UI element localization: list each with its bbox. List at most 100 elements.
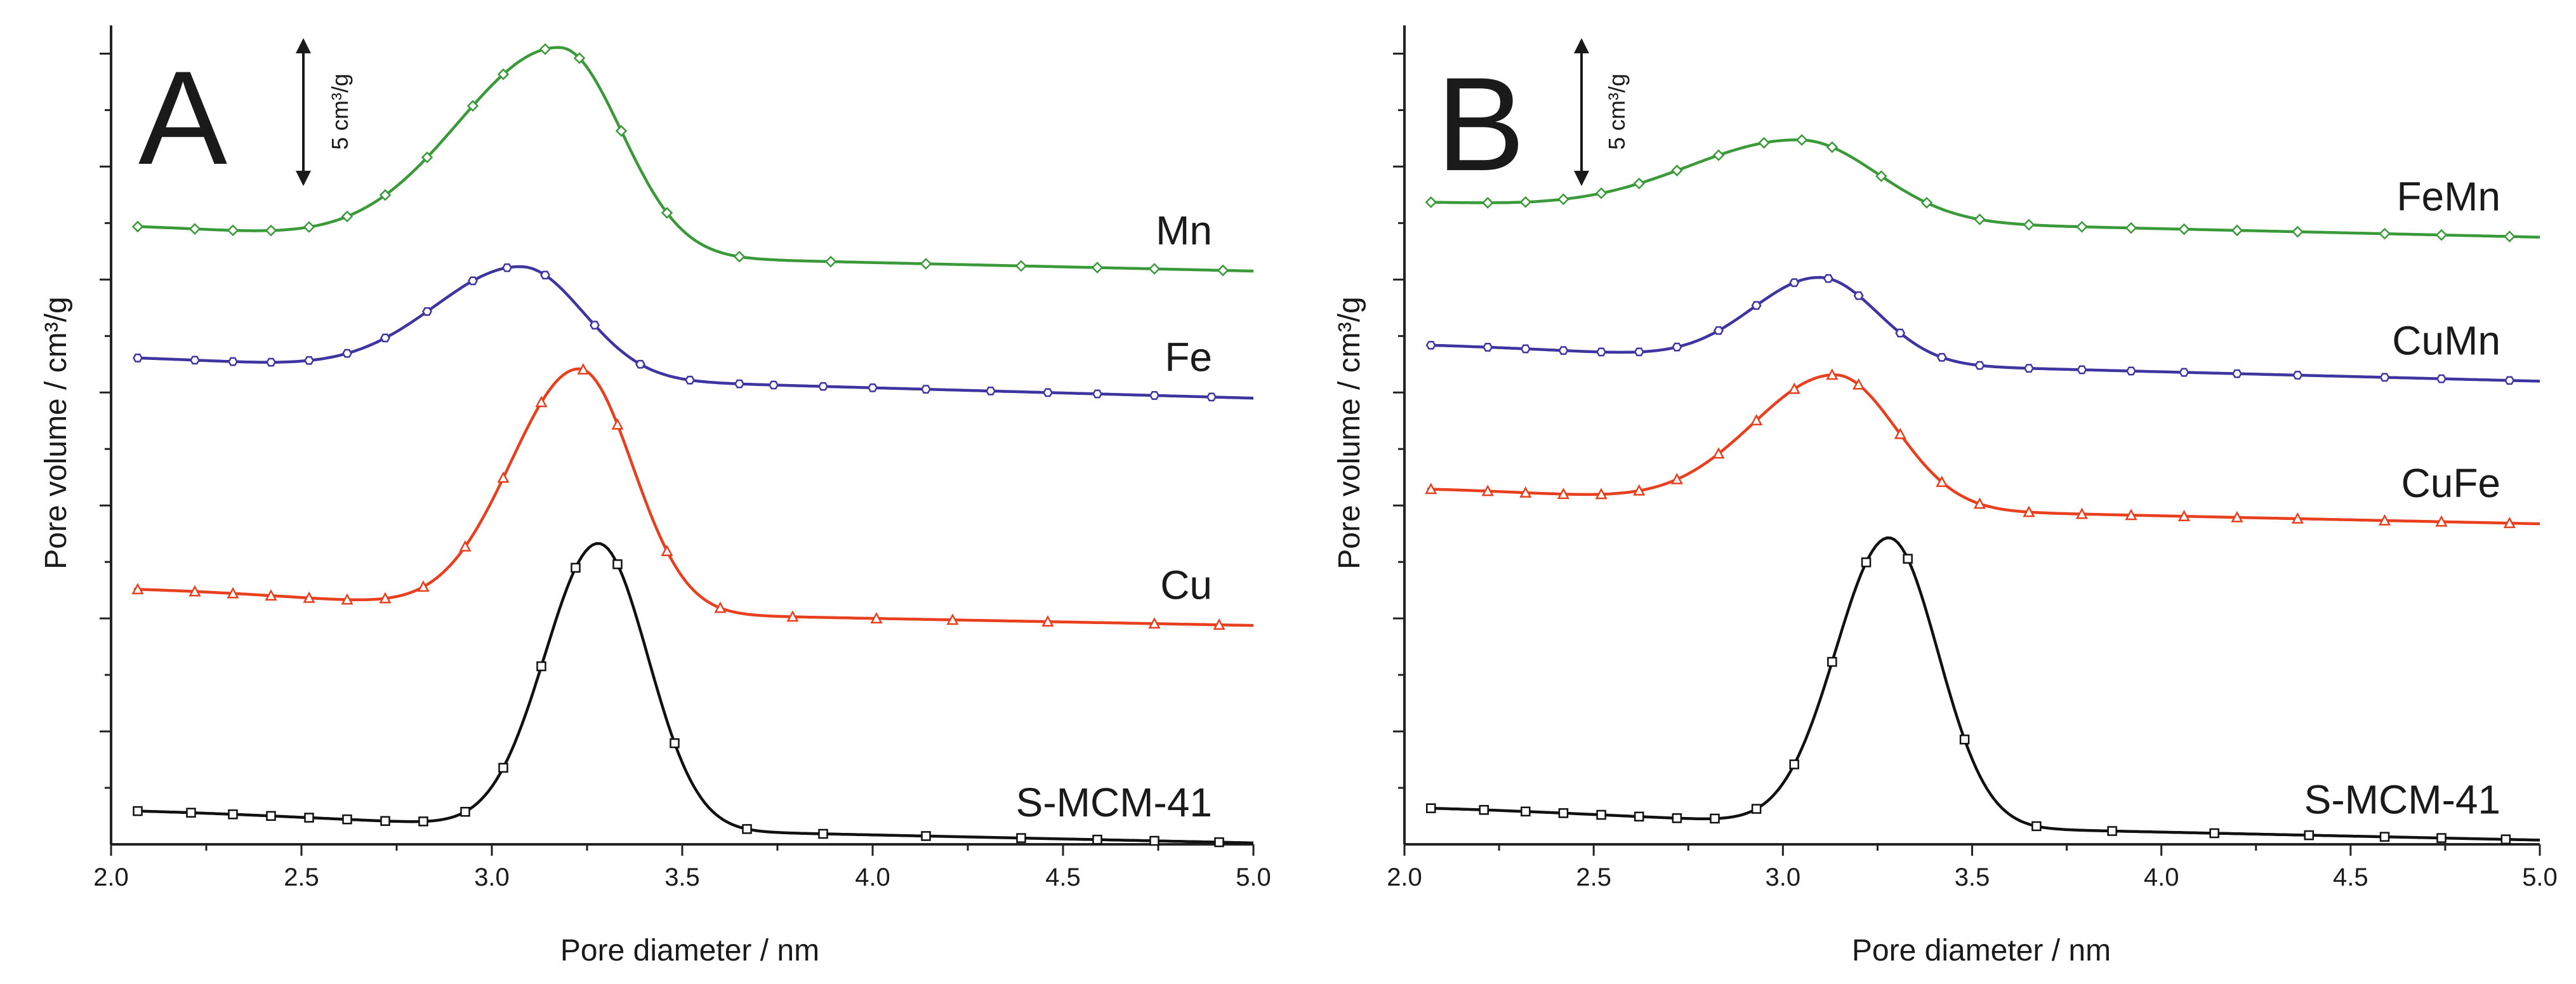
panel-a-series-cu-marker [341,593,353,605]
panel-a-series-s-mcm-41-marker [921,831,931,841]
panel-a-series-s-mcm-41-marker [460,807,470,817]
panel-b-series-femn-marker [2379,227,2391,240]
panel-a-ticks: 2.0 2.5 3.0 3.5 4.0 4.5 5.0 [93,52,1271,891]
panel-b-series-s-mcm-41-marker [1751,804,1762,814]
panel-a-x-tick-label: 5.0 [1236,863,1271,891]
panel-a-series-mn-marker [421,151,433,164]
panel-b-series-cumn-marker [1483,343,1493,352]
panel-a-series-fe-marker [818,382,828,391]
panel-a-series-mn-marker [1148,263,1161,275]
panel-a-series-fe-marker [635,359,645,369]
panel-a-series-mn-marker [615,125,628,137]
panel-a-series-s-mcm-41-marker [418,816,428,827]
panel-b-series-s-mcm-41-marker [2209,828,2219,839]
panel-a-series-s-mcm-41-marker [818,828,828,839]
panel-a-series-fe-marker [228,357,238,366]
panel-b-series-label-s-mcm-41: S-MCM-41 [2304,776,2500,822]
panel-b-series-s-mcm-41-marker [1827,656,1837,667]
panel-b-series-femn-marker [1481,197,1494,209]
panel-b-series-s-mcm-41-marker [2379,832,2390,842]
panel-a-series-s-mcm-41-marker [536,661,546,672]
panel-a-series-fe-marker [590,321,600,330]
panel-b-x-tick-label: 3.0 [1766,863,1801,891]
panel-b-series-cufe-marker [2231,510,2243,522]
panel-a-series-fe-marker [868,383,878,392]
panel-a-x-axis-title: Pore diameter / nm [560,934,819,967]
panel-a-series: Mn Fe Cu S-MCM-41 [131,43,1254,848]
panel-a-series-cu-marker [459,540,472,552]
panel-b-series-cumn-marker [2292,371,2303,380]
panel-b-x-tick-label: 2.5 [1576,863,1611,891]
panel-a-series-s-mcm-41-marker [1092,834,1102,845]
panel-a-series-label-mn: Mn [1156,208,1212,253]
panel-a-series-cu-marker [1213,618,1225,630]
panel-a-series-mn-marker [379,189,392,201]
panel-a-x-tick-label: 4.5 [1045,863,1081,891]
panel-b-series-s-mcm-41-marker [1634,811,1644,822]
panel-b-series-femn-marker [2076,220,2088,233]
panel-b-series-cufe-marker [2177,510,2191,522]
panel-b-series-cumn-marker [2504,376,2515,385]
panel-b-series-cufe-marker [1894,427,1906,439]
panel-b-series-s-mcm-41-marker [1672,813,1682,823]
panel-b-series-femn-marker [1633,177,1645,190]
panel-b-series-femn-marker [1671,164,1683,176]
panel-a-series-s-mcm-41-marker [266,811,276,821]
panel-a-series-s-mcm-41-marker [342,814,352,825]
panel-b-series-cumn-marker [1895,328,1906,338]
panel-b-series-s-mcm-41-marker [1425,803,1436,813]
panel-b-series-cufe-marker [1557,488,1570,500]
panel-a-series-mn-marker [1015,260,1027,272]
panel-b-series-cufe-marker [1425,482,1437,495]
panel-a-series-fe-marker [734,379,744,389]
panel-b-series-cufe-marker [2378,514,2391,526]
panel-a: 2.0 2.5 3.0 3.5 4.0 4.5 5.0 Mn Fe Cu S-MCM-41 A 5… [39,25,1271,967]
panel-b-ticks: 2.0 2.5 3.0 3.5 4.0 4.5 5.0 [1387,52,2558,891]
panel-b-series-cufe-marker [1633,484,1646,496]
panel-a-series-fe-marker [304,356,314,365]
panel-a-series-mn-marker [1217,264,1229,277]
panel-b-series-cufe-marker [1750,414,1763,425]
panel-b-x-axis-title: Pore diameter / nm [1852,934,2111,967]
panel-b-series-femn-marker [1795,134,1808,146]
panel-a-series-cu-marker [1041,615,1054,627]
panel-b-x-tick-label: 4.5 [2333,863,2368,891]
panel-a-series-cu-marker [946,613,959,625]
panel-a-series-cu-marker [227,587,239,599]
panel-b-series-label-cufe: CuFe [2401,460,2501,506]
panel-a-series-s-mcm-41-marker [1016,833,1026,843]
panel-b-series-cufe-marker [1788,382,1800,394]
panel-a-x-tick-label: 3.5 [664,863,700,891]
panel-b-series-femn-marker [1712,149,1725,161]
panel-a-series-mn-marker [265,224,277,237]
panel-b-series-cumn-marker [1751,301,1762,310]
panel-b-x-tick-label: 3.5 [1955,863,1990,891]
panel-b-series-s-mcm-41-marker [2304,830,2314,841]
panel-a-series-fe-marker [1092,389,1102,399]
panel-a-series-s-mcm-41-line [133,542,1254,845]
panel-b-series-femn-marker [2435,229,2448,241]
panel-a-series-mn-marker [573,52,586,64]
panel-a-letter: A [138,43,227,192]
panel-b-series-cufe-marker [2291,512,2304,524]
panel-b-series-cumn-marker [1714,326,1724,335]
panel-a-series-mn-marker [341,210,353,223]
panel-b-series-s-mcm-41-marker [1596,809,1606,820]
panel-b-series-femn-marker [2125,222,2137,234]
panel-a-series-fe-marker [769,380,779,390]
panel-b-series-cufe-marker [2435,515,2448,527]
panel-b-series-cufe-line [1427,373,2540,526]
panel-b-series-cumn-marker [1853,291,1864,300]
panel-a-x-tick-label: 2.0 [93,863,129,891]
panel-b-series-s-mcm-41-marker [1959,735,1970,745]
panel-b: 2.0 2.5 3.0 3.5 4.0 4.5 5.0 FeMn CuMn CuFe S-MCM-… [1333,25,2558,967]
panel-a-series-mn-marker [920,258,932,270]
panel-b-series-cumn-marker [2077,365,2087,375]
panel-b-y-axis-title: Pore volume / cm³/g [1333,296,1366,569]
panel-b-series-s-mcm-41-marker [1521,806,1531,817]
panel-a-scale-label: 5 cm³/g [327,74,353,150]
panel-b-series-femn-marker [2292,225,2304,238]
panel-b-scale-label: 5 cm³/g [1604,74,1630,150]
panel-b-series-cumn-marker [2436,374,2447,383]
panel-a-series-fe-marker [422,307,432,316]
